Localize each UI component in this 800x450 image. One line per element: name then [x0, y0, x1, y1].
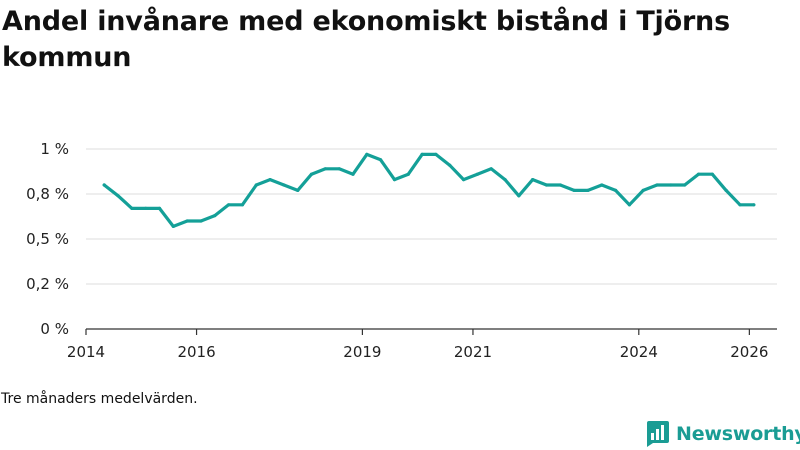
data-point: [337, 167, 341, 171]
data-point: [448, 163, 452, 167]
data-point: [669, 183, 673, 187]
data-point: [406, 172, 410, 176]
data-point: [157, 206, 162, 210]
line-chart: 0 %0,2 %0,5 %0,8 %1 % 2014 2016 2019 2021 20…: [26, 140, 777, 361]
data-point: [503, 178, 507, 182]
data-point: [392, 178, 397, 182]
data-point: [461, 178, 466, 182]
footnote: Tre månaders medelvärden.: [1, 391, 198, 407]
x-axis: 2014 2016 2019 2021 2024 2026: [67, 328, 777, 361]
y-axis-labels: 0 % 0,2 % 0,5 % 0,8 % 1 %: [26, 140, 69, 338]
data-point: [489, 167, 493, 171]
data-point: [613, 188, 618, 192]
x-tick-label: 2021: [454, 343, 492, 361]
data-point: [752, 203, 756, 207]
data-point: [144, 206, 148, 210]
x-tick-label: 2019: [343, 343, 381, 361]
x-tick-label: 2024: [620, 343, 658, 361]
y-tick-label: 0,8 %: [26, 185, 69, 203]
x-tick-label: 2014: [67, 343, 105, 361]
y-tick-label: 0,2 %: [26, 275, 69, 293]
data-point: [185, 219, 189, 223]
data-point: [268, 178, 272, 182]
y-tick-label: 0 %: [40, 320, 69, 338]
series-layer: [102, 152, 756, 228]
data-point: [240, 203, 245, 207]
data-point: [544, 183, 549, 187]
brand-name: Newsworthy: [676, 423, 800, 445]
brand-logo[interactable]: Newsworthy: [644, 420, 800, 448]
data-point: [738, 203, 742, 207]
data-point: [116, 194, 120, 198]
data-point: [379, 158, 383, 162]
data-point: [199, 219, 203, 223]
data-point: [558, 183, 562, 187]
grid: [86, 148, 777, 285]
data-point: [434, 152, 438, 156]
data-point: [627, 203, 632, 207]
data-point: [296, 188, 300, 192]
data-point: [282, 183, 286, 187]
data-point: [309, 172, 314, 176]
y-tick-label: 1 %: [40, 140, 69, 158]
data-point: [323, 167, 327, 171]
data-point: [586, 188, 590, 192]
data-point: [420, 152, 424, 156]
data-point: [517, 194, 521, 198]
data-point: [724, 188, 728, 192]
data-point: [655, 183, 659, 187]
data-point: [572, 188, 576, 192]
data-point: [130, 206, 134, 210]
series-line: [102, 152, 756, 228]
data-point: [365, 152, 369, 156]
chart-title: Andel invånare med ekonomiskt bistånd i …: [2, 6, 730, 73]
data-point: [102, 183, 106, 187]
x-tick-label: 2016: [177, 343, 215, 361]
data-point: [600, 183, 604, 187]
data-point: [641, 188, 645, 192]
data-point: [351, 172, 355, 176]
data-point: [683, 183, 687, 187]
y-tick-label: 0,5 %: [26, 230, 69, 248]
data-point: [254, 183, 258, 187]
data-point: [531, 178, 535, 182]
data-point: [696, 172, 701, 176]
newsworthy-logo-icon: [647, 421, 669, 447]
data-point: [171, 224, 175, 228]
data-point: [227, 203, 231, 207]
data-point: [213, 214, 217, 218]
data-point: [475, 172, 479, 176]
x-tick-label: 2026: [730, 343, 768, 361]
data-point: [710, 172, 714, 176]
